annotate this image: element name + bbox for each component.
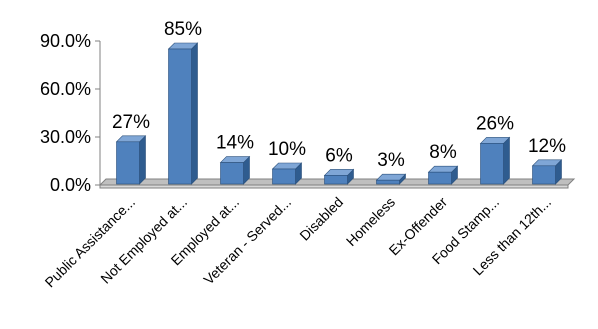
data-label: 12%: [528, 136, 566, 157]
bar: [272, 168, 296, 185]
bar-side: [191, 42, 198, 185]
bar: [532, 165, 556, 185]
x-tick-label: Not Employed at...: [97, 194, 190, 287]
x-tick-label: Homeless: [343, 194, 398, 249]
y-tick-label: 60.0%: [40, 79, 91, 99]
bar: [428, 171, 452, 185]
value-axis: 0.0% 30.0% 60.0% 90.0%: [40, 31, 101, 195]
data-label: 10%: [268, 139, 306, 160]
data-label: 8%: [429, 142, 457, 163]
data-label: 26%: [476, 113, 514, 134]
x-tick-label: Public Assistance...: [42, 194, 139, 291]
data-label: 6%: [325, 145, 353, 166]
data-label: 14%: [216, 133, 254, 154]
data-label: 27%: [112, 112, 150, 133]
y-tick-label: 0.0%: [50, 175, 91, 195]
bar: [168, 48, 192, 185]
bar: [220, 162, 244, 185]
bar: [480, 143, 504, 185]
floor-front: [99, 184, 569, 189]
y-tick-label: 30.0%: [40, 127, 91, 147]
data-labels: 27% 85% 14% 10% 6% 3% 8% 26% 12%: [112, 19, 566, 171]
category-axis: Public Assistance...Not Employed at...Em…: [42, 194, 555, 291]
bars: [115, 42, 563, 185]
x-tick-label: Veteran - Served...: [200, 194, 294, 288]
y-tick-label: 90.0%: [40, 31, 91, 51]
data-label: 3%: [377, 150, 405, 171]
bar: [116, 141, 140, 185]
x-tick-label: Disabled: [296, 194, 346, 244]
bar-side: [139, 135, 146, 185]
bar: [324, 175, 348, 185]
bar: [376, 179, 400, 185]
bar-side: [503, 136, 510, 185]
data-label: 85%: [164, 19, 202, 40]
